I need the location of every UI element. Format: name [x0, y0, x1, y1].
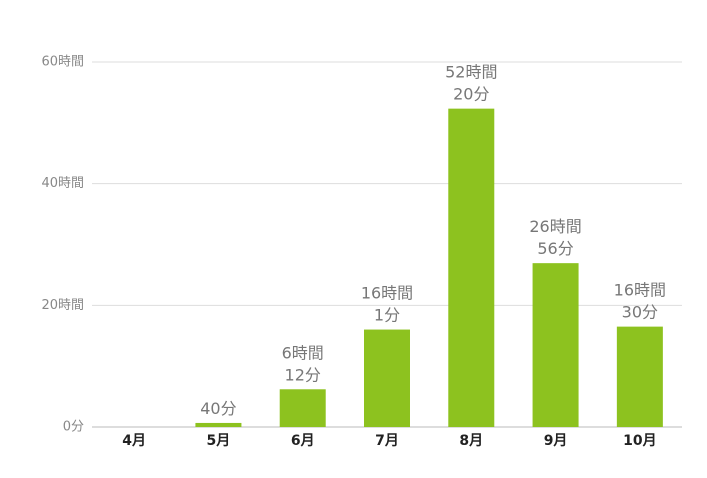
value-label-line: 20分 — [453, 84, 489, 103]
value-label: 16時間 30分 — [614, 280, 666, 321]
x-tick-label: 5月 — [207, 433, 231, 449]
value-label-line: 16時間 — [361, 283, 413, 302]
value-label-line: 1分 — [374, 305, 400, 324]
value-label-line: 30分 — [622, 302, 658, 321]
bar — [532, 263, 579, 427]
y-tick-label: 60時間 — [41, 55, 84, 70]
x-tick-label: 4月 — [122, 433, 146, 449]
bar — [279, 389, 326, 427]
value-label-line: 26時間 — [529, 217, 581, 236]
x-tick-label: 8月 — [459, 433, 483, 449]
value-label: 6時間 12分 — [282, 343, 324, 384]
value-label-line: 16時間 — [614, 280, 666, 299]
value-label-line: 52時間 — [445, 62, 497, 81]
bar — [364, 329, 410, 427]
value-label: 26時間 56分 — [529, 217, 581, 258]
x-tick-label: 7月 — [375, 433, 399, 449]
value-label: 52時間 20分 — [445, 62, 497, 103]
bar — [195, 422, 242, 427]
value-label-line: 12分 — [285, 365, 321, 384]
bar — [448, 108, 495, 427]
value-label-line: 40分 — [200, 398, 236, 417]
value-label: 16時間 1分 — [361, 283, 413, 324]
value-label: 40分 — [200, 398, 236, 417]
y-tick-label: 40時間 — [41, 176, 84, 191]
y-tick-label: 0分 — [63, 420, 84, 435]
x-tick-label: 9月 — [544, 433, 568, 449]
x-tick-label: 10月 — [623, 433, 656, 449]
value-label-line: 56分 — [537, 239, 573, 258]
value-label-line: 6時間 — [282, 343, 324, 362]
bar — [616, 326, 663, 427]
y-tick-label: 20時間 — [41, 298, 84, 313]
x-tick-label: 6月 — [291, 433, 315, 449]
